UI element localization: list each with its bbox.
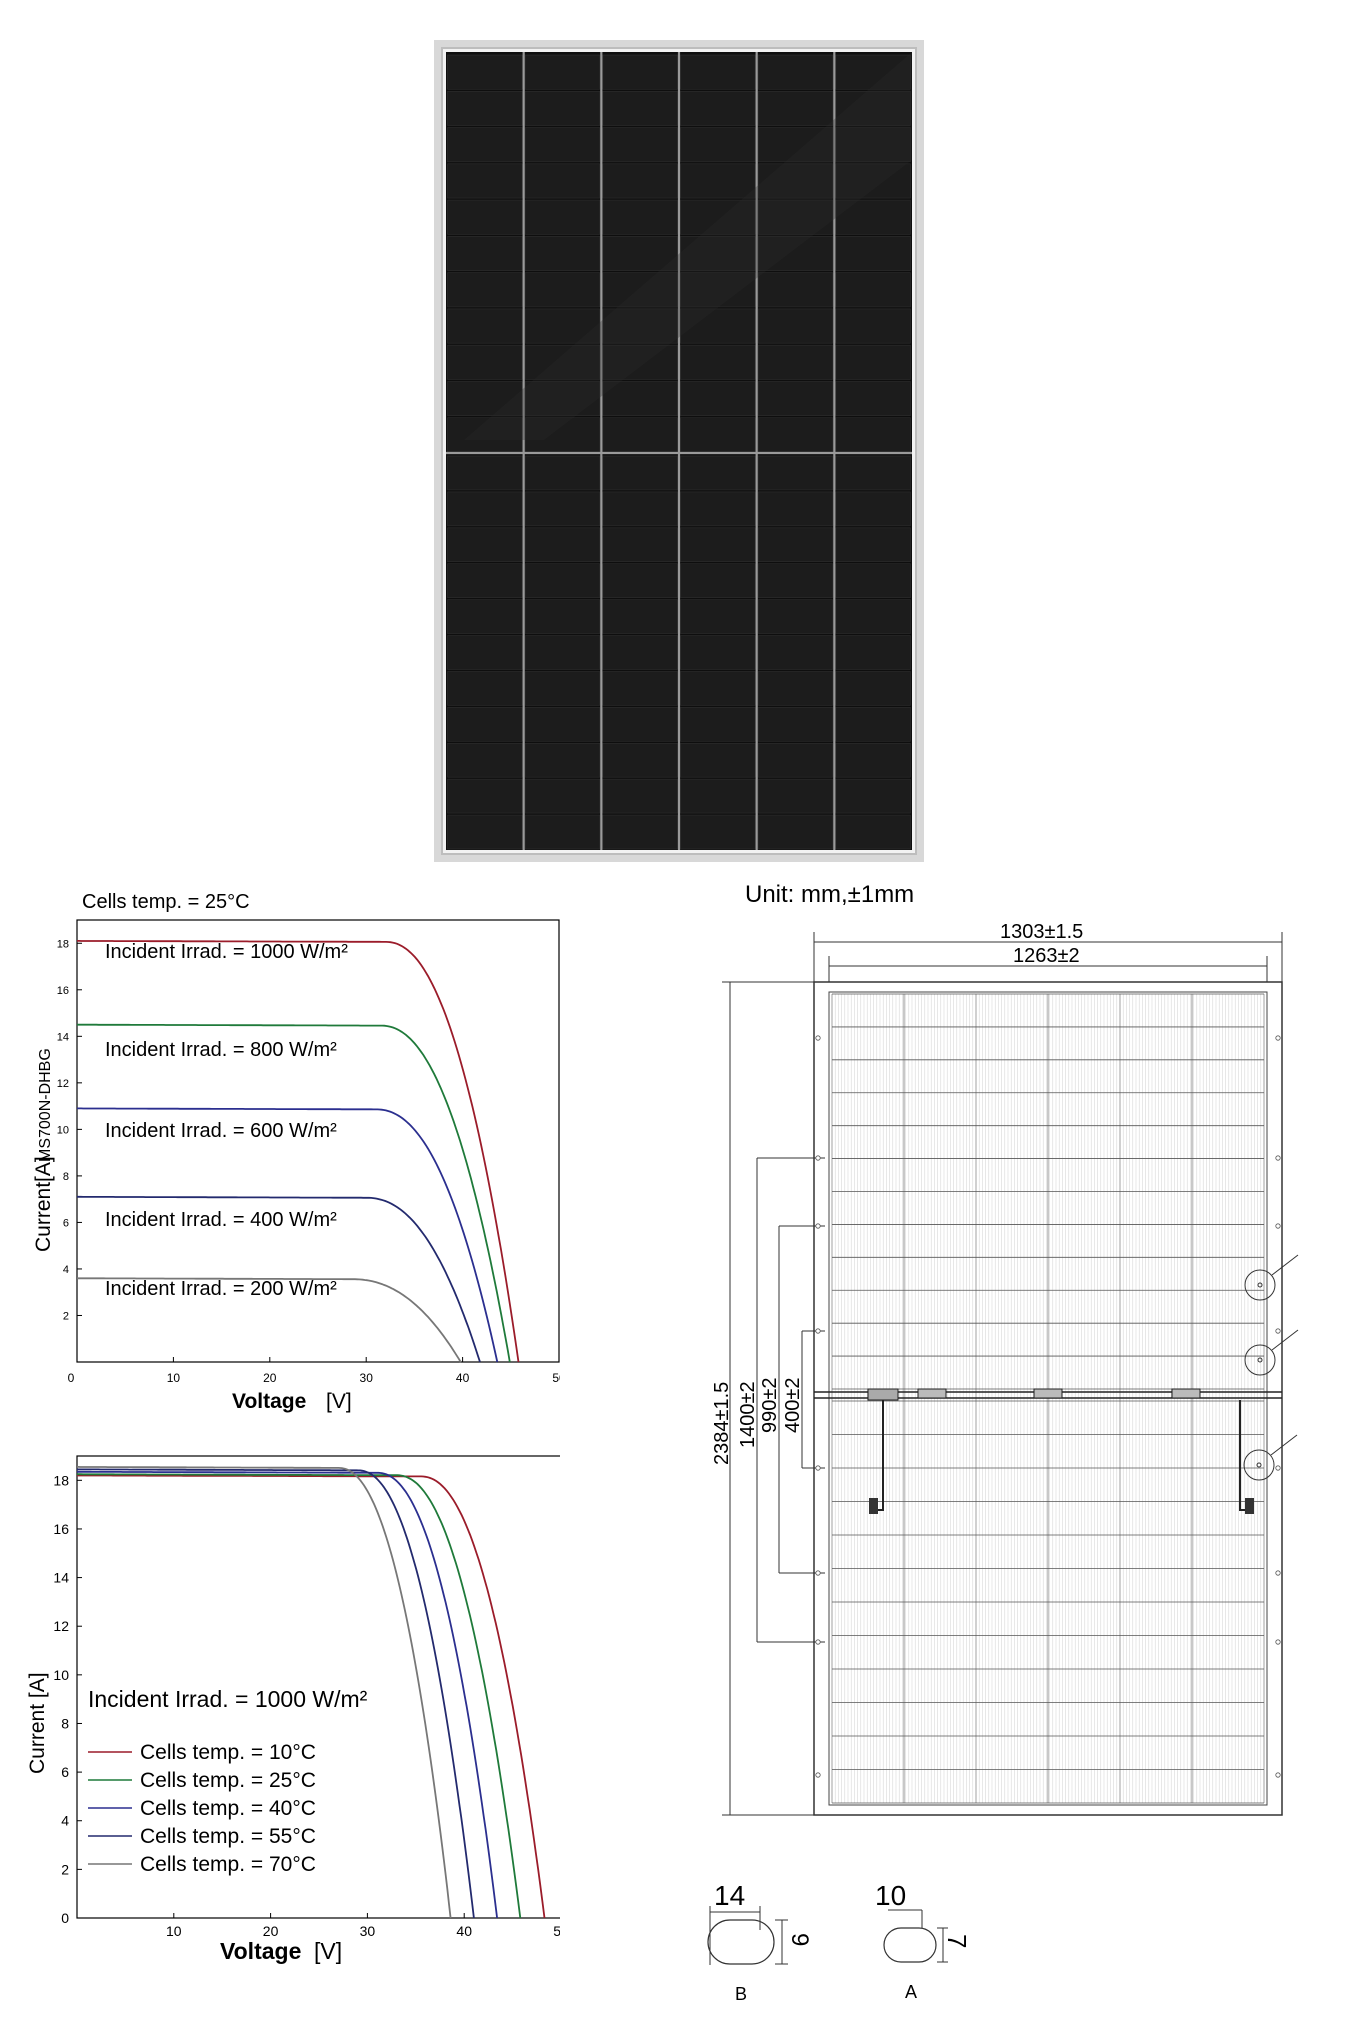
dim-height: 2384±1.5 bbox=[711, 1382, 733, 1465]
chart1-ytick-label: 14 bbox=[57, 1031, 69, 1043]
chart2-series-line bbox=[77, 1468, 475, 1919]
chart1-series-label: Incident Irrad. = 800 W/m² bbox=[105, 1039, 337, 1061]
dim-width-outer: 1303±1.5 bbox=[1000, 921, 1083, 943]
chart2-ytick-label: 16 bbox=[53, 1521, 69, 1537]
panel-dimension-drawing: Unit: mm,±1mm 1303±1.5 1263±2 2384±1.5 1… bbox=[700, 870, 1355, 2013]
chart1-ytick-label: 4 bbox=[63, 1264, 69, 1276]
chart2-series-line bbox=[77, 1466, 452, 1919]
svg-text:B: B bbox=[735, 1984, 747, 2004]
chart2-ytick-label: 12 bbox=[53, 1618, 69, 1634]
chart2-xtick-label: 20 bbox=[263, 1923, 279, 1939]
chart1-series-label: Incident Irrad. = 1000 W/m² bbox=[105, 941, 348, 963]
chart2-ytick-label: 0 bbox=[61, 1910, 69, 1926]
dim-990: 990±2 bbox=[759, 1378, 781, 1433]
chart2-ytick-label: 6 bbox=[61, 1764, 69, 1780]
chart1-series-line bbox=[77, 1277, 462, 1363]
chart2-series-line bbox=[77, 1470, 498, 1919]
chart2-ytick-label: 4 bbox=[61, 1813, 69, 1829]
svg-text:14: 14 bbox=[714, 1880, 745, 1911]
chart1-ytick-label: 8 bbox=[63, 1171, 69, 1183]
chart2-legend-label: Cells temp. = 10°C bbox=[140, 1741, 316, 1764]
hole-detail-b: 14 9 B bbox=[707, 1880, 813, 2004]
chart1-xtick-label: 40 bbox=[456, 1371, 470, 1385]
iv-chart-temperature: 0 2 4 6 8 10 12 14 16 18 10 20 30 40 50 Incident Irra… bbox=[20, 1450, 569, 2005]
chart1-series-label: Incident Irrad. = 200 W/m² bbox=[105, 1278, 337, 1300]
chart2-xlabel: Voltage bbox=[220, 1938, 301, 1964]
chart2-legend-label: Cells temp. = 55°C bbox=[140, 1825, 316, 1848]
chart2-xtick-label: 30 bbox=[360, 1923, 376, 1939]
chart1-ytick-label: 2 bbox=[63, 1310, 69, 1322]
chart2-xtick-label: 50 bbox=[553, 1923, 560, 1939]
chart2-legend-label: Cells temp. = 25°C bbox=[140, 1769, 316, 1792]
chart2-legend-label: Cells temp. = 70°C bbox=[140, 1853, 316, 1876]
chart2-ytick-label: 10 bbox=[53, 1667, 69, 1683]
chart1-plot-frame bbox=[76, 919, 560, 1363]
dim-400: 400±2 bbox=[782, 1378, 804, 1433]
chart1-series-label: Incident Irrad. = 400 W/m² bbox=[105, 1209, 337, 1231]
chart2-xlabel-unit: [V] bbox=[314, 1938, 342, 1964]
svg-text:9: 9 bbox=[786, 1933, 813, 1946]
svg-text:A: A bbox=[905, 1982, 917, 2002]
chart1-xtick-label: 0 bbox=[68, 1371, 75, 1385]
chart1-ytick-label: 16 bbox=[57, 985, 69, 997]
unit-label: Unit: mm,±1mm bbox=[745, 881, 914, 908]
chart1-xlabel-unit: [V] bbox=[326, 1390, 352, 1413]
hole-detail-a: 10 7 A bbox=[875, 1880, 972, 2002]
chart1-series-label: Incident Irrad. = 600 W/m² bbox=[105, 1120, 337, 1142]
chart2-ytick-label: 18 bbox=[53, 1472, 69, 1488]
chart2-legend-label: Cells temp. = 40°C bbox=[140, 1797, 316, 1820]
chart2-series-line bbox=[77, 1474, 546, 1919]
chart1-series-line bbox=[77, 1107, 499, 1363]
chart1-series-line bbox=[77, 1023, 511, 1363]
chart2-ytick-label: 8 bbox=[61, 1715, 69, 1731]
chart1-xtick-label: 20 bbox=[263, 1371, 277, 1385]
chart2-xtick-label: 10 bbox=[166, 1923, 182, 1939]
svg-text:7: 7 bbox=[942, 1934, 972, 1948]
chart1-ytick-label: 6 bbox=[63, 1217, 69, 1229]
chart2-series-line bbox=[77, 1473, 522, 1919]
chart2-ytick-label: 2 bbox=[61, 1861, 69, 1877]
chart1-xtick-label: 50 bbox=[552, 1371, 560, 1385]
svg-text:10: 10 bbox=[875, 1880, 906, 1911]
chart1-title: Cells temp. = 25°C bbox=[82, 891, 250, 913]
chart2-ytick-label: 14 bbox=[53, 1570, 69, 1586]
panel-cells bbox=[447, 54, 911, 850]
chart1-series-line bbox=[77, 1195, 481, 1363]
chart1-ylabel: Current[A] bbox=[32, 1156, 55, 1252]
solar-panel-photo bbox=[434, 40, 924, 862]
chart1-side-label: MS700N-DHBG bbox=[37, 1048, 54, 1162]
iv-chart-irradiance: Cells temp. = 25°C 2 4 6 8 10 12 14 16 18 0 10 20 3… bbox=[20, 880, 566, 1420]
chart2-ylabel: Current [A] bbox=[26, 1672, 49, 1774]
chart2-annotation: Incident Irrad. = 1000 W/m² bbox=[88, 1686, 368, 1712]
chart2-xtick-label: 40 bbox=[456, 1923, 472, 1939]
chart1-ytick-label: 12 bbox=[57, 1078, 69, 1090]
chart1-xlabel: Voltage bbox=[232, 1390, 306, 1413]
dim-1400: 1400±2 bbox=[737, 1381, 759, 1448]
dim-width-inner: 1263±2 bbox=[1013, 945, 1080, 967]
chart1-ytick-label: 10 bbox=[57, 1124, 69, 1136]
chart1-series-line bbox=[77, 940, 520, 1363]
chart1-xtick-label: 30 bbox=[360, 1371, 374, 1385]
chart1-ytick-label: 18 bbox=[57, 938, 69, 950]
chart1-xtick-label: 10 bbox=[167, 1371, 181, 1385]
